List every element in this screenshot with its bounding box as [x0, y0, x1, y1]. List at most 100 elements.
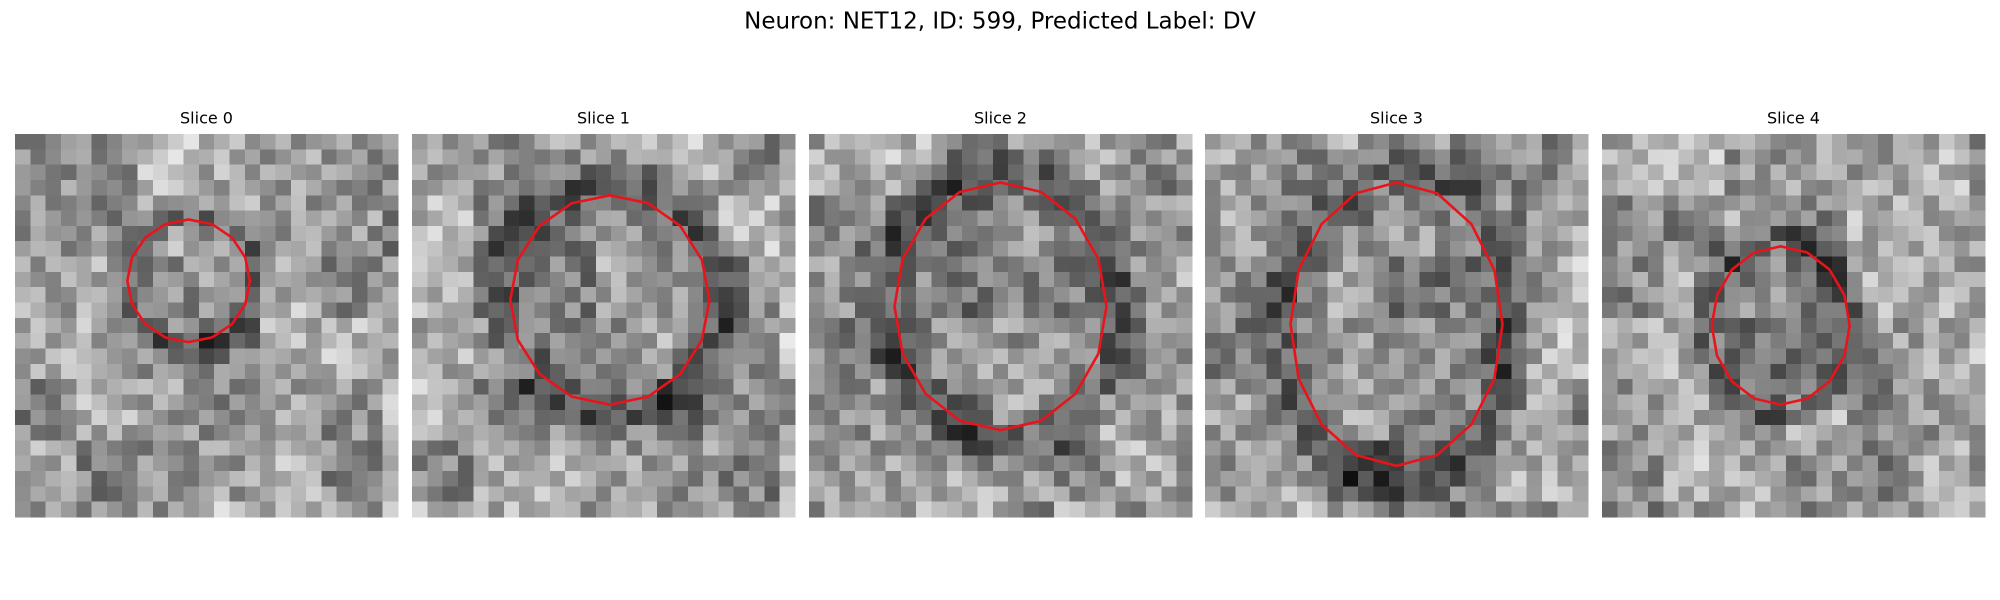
pixel [565, 409, 582, 426]
pixel [503, 440, 520, 457]
pixel [122, 317, 139, 334]
pixel [1557, 271, 1574, 288]
pixel [565, 271, 582, 288]
pixel [549, 348, 566, 365]
pixel [595, 241, 612, 258]
pixel [1908, 134, 1925, 150]
pixel [931, 302, 948, 319]
pixel [672, 409, 689, 426]
pixel [885, 256, 902, 273]
pixel [1220, 455, 1237, 472]
pixel [1358, 164, 1375, 181]
pixel [1220, 333, 1237, 350]
pixel [1785, 134, 1802, 150]
pixel [1526, 302, 1543, 319]
pixel [1847, 134, 1864, 150]
pixel [657, 455, 674, 472]
pixel [244, 486, 261, 503]
pixel [1724, 394, 1741, 411]
pixel [718, 486, 735, 503]
pixel [382, 210, 399, 227]
pixel [1023, 195, 1040, 212]
pixel [1130, 164, 1147, 181]
pixel [442, 302, 459, 319]
pixel [657, 409, 674, 426]
pixel [549, 425, 566, 441]
pixel [1693, 302, 1710, 319]
pixel [595, 440, 612, 457]
pixel [749, 195, 765, 212]
pixel [1250, 425, 1267, 441]
pixel [30, 455, 47, 472]
pixel [1816, 164, 1833, 181]
pixel [1220, 363, 1237, 380]
pixel [1923, 501, 1940, 518]
pixel [382, 455, 399, 472]
pixel [1205, 195, 1221, 212]
pixel [1465, 271, 1482, 288]
pixel [91, 287, 108, 304]
pixel [183, 317, 200, 334]
pixel [687, 164, 704, 181]
pixel [1115, 486, 1132, 503]
contour [1710, 244, 1852, 407]
pixel [839, 179, 856, 196]
pixel [1480, 471, 1497, 487]
pixel [824, 363, 841, 380]
pixel [382, 379, 399, 396]
pixel [1130, 302, 1147, 319]
pixel [427, 486, 444, 503]
pixel [946, 195, 963, 212]
pixel [106, 302, 123, 319]
pixel [687, 317, 704, 334]
pixel [1831, 302, 1848, 319]
pixel [1816, 425, 1833, 441]
pixel [352, 348, 368, 365]
pixel [931, 271, 948, 288]
pixel [1465, 348, 1482, 365]
pixel [168, 471, 185, 487]
pixel [122, 134, 139, 150]
pixel [60, 317, 77, 334]
pixel [1205, 225, 1221, 242]
pixel [779, 225, 796, 242]
pixel [1678, 241, 1695, 258]
pixel [641, 225, 658, 242]
pixel [137, 471, 154, 487]
pixel [565, 333, 582, 350]
pixel [1739, 179, 1756, 196]
pixel [1816, 210, 1833, 227]
pixel [1281, 486, 1298, 503]
pixel [1480, 317, 1497, 334]
pixel [1572, 440, 1589, 457]
pixel [1542, 333, 1558, 350]
pixel [900, 333, 917, 350]
pixel [60, 363, 77, 380]
pixel [1434, 256, 1451, 273]
pixel [1008, 348, 1025, 365]
pixel [152, 409, 169, 426]
pixel [183, 302, 200, 319]
pixel [1220, 409, 1237, 426]
pixel [1693, 486, 1710, 503]
pixel [442, 271, 459, 288]
pixel [1724, 501, 1741, 518]
pixel [1969, 271, 1986, 288]
pixel [260, 241, 277, 258]
pixel [534, 256, 551, 273]
pixel [946, 501, 963, 518]
pixel [1054, 409, 1071, 426]
pixel [1632, 271, 1649, 288]
pixel [1235, 409, 1252, 426]
pixel [946, 287, 963, 304]
pixel [1266, 195, 1283, 212]
pixel [76, 225, 93, 242]
pixel [352, 333, 368, 350]
pixel [962, 225, 979, 242]
pixel [916, 225, 933, 242]
pixel [1893, 455, 1909, 472]
pixel [885, 149, 902, 166]
pixel [1923, 271, 1940, 288]
pixel [427, 471, 444, 487]
pixel [1877, 363, 1894, 380]
